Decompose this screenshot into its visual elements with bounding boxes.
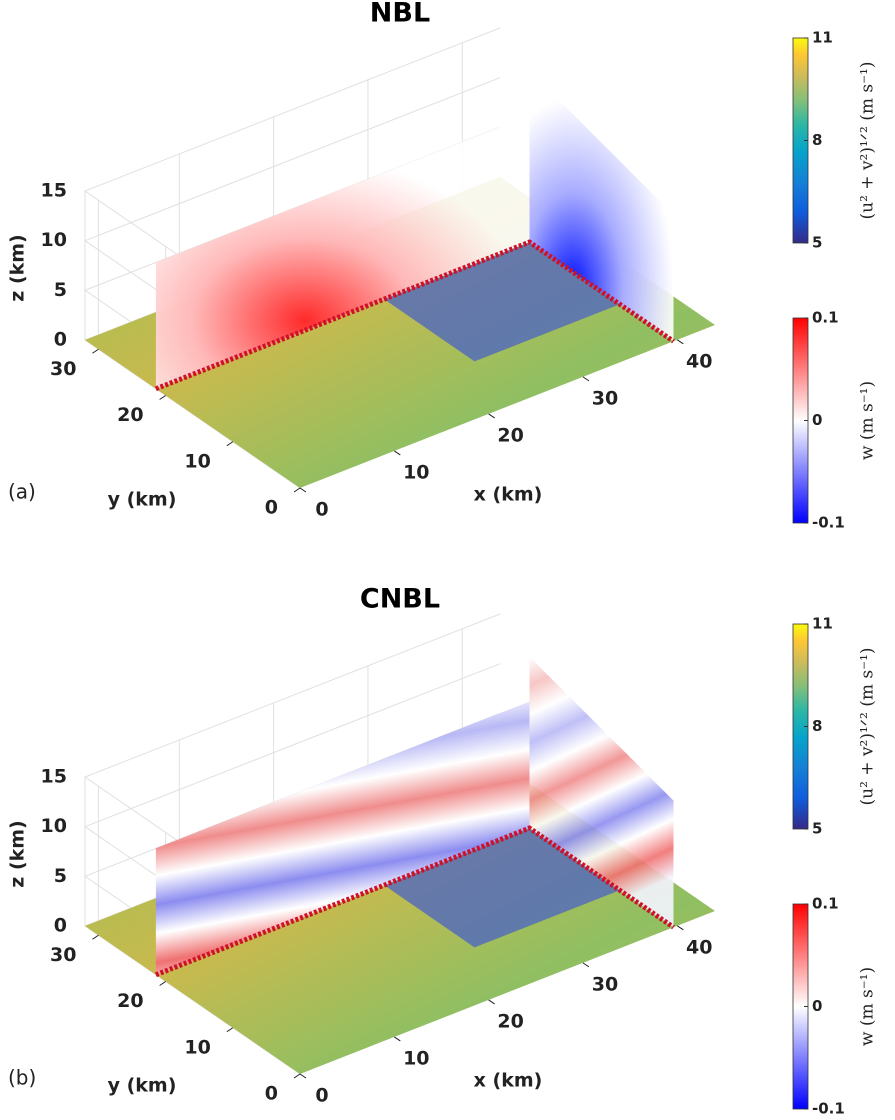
x-tick bbox=[582, 376, 590, 382]
x-tick bbox=[676, 925, 684, 931]
colorbar-tick-label: 0 bbox=[812, 411, 822, 429]
x-tick bbox=[676, 339, 684, 345]
y-tick-label: 30 bbox=[50, 358, 76, 380]
x-tick bbox=[394, 450, 401, 456]
x-tick-label: 30 bbox=[592, 973, 618, 995]
x-tick-label: 40 bbox=[686, 936, 712, 958]
colorbar-tick-label: 5 bbox=[812, 234, 822, 252]
x-tick-label: 0 bbox=[315, 1085, 328, 1107]
z-tick-label: 10 bbox=[41, 815, 67, 837]
colorbar-label: (u² + v²)¹ᐟ² (m s⁻¹) bbox=[858, 647, 878, 805]
x-tick bbox=[488, 999, 495, 1005]
y-tick-label: 10 bbox=[184, 1036, 210, 1058]
x-tick bbox=[299, 1073, 307, 1079]
colorbar-tick-label: -0.1 bbox=[812, 1100, 845, 1118]
y-tick-label: 0 bbox=[265, 497, 278, 519]
colorbar-label: w (m s⁻¹) bbox=[858, 381, 878, 460]
x-axis-label: x (km) bbox=[474, 484, 543, 506]
slice-base bbox=[154, 239, 675, 392]
colorbar-label: w (m s⁻¹) bbox=[858, 967, 878, 1046]
x-tick-label: 20 bbox=[497, 424, 523, 446]
z-tick-label: 15 bbox=[41, 766, 67, 788]
wake-region bbox=[384, 828, 620, 948]
wake-region bbox=[384, 242, 620, 362]
colorbar-tick-label: 0.1 bbox=[812, 309, 839, 327]
colorbar-label: (u² + v²)¹ᐟ² (m s⁻¹) bbox=[858, 61, 878, 219]
panel-label: (a) bbox=[8, 480, 36, 504]
z-tick-label: 15 bbox=[41, 180, 67, 202]
colorbar-tick-label: -0.1 bbox=[812, 514, 845, 532]
x-tick bbox=[488, 413, 495, 419]
colorbar-tick-label: 11 bbox=[812, 615, 833, 633]
w-slice bbox=[155, 701, 530, 975]
z-axis-label: z (km) bbox=[7, 234, 29, 301]
y-axis-label: y (km) bbox=[108, 489, 177, 511]
y-tick bbox=[159, 981, 166, 986]
x-tick-label: 40 bbox=[686, 350, 712, 372]
colorbar-tick-label: 8 bbox=[812, 717, 822, 735]
panel-label: (b) bbox=[8, 1066, 36, 1090]
colorbar-tick-label: 5 bbox=[812, 820, 822, 838]
colorbar-tick-label: 0 bbox=[812, 997, 822, 1015]
x-tick-label: 30 bbox=[592, 387, 618, 409]
x-tick bbox=[394, 1036, 401, 1042]
x-axis-label: x (km) bbox=[474, 1070, 543, 1092]
w-slice bbox=[155, 115, 530, 389]
slice-base bbox=[154, 825, 675, 978]
y-tick bbox=[92, 934, 99, 940]
y-tick-label: 20 bbox=[117, 404, 143, 426]
z-tick-label: 10 bbox=[41, 229, 67, 251]
title: NBL bbox=[370, 0, 430, 29]
y-tick bbox=[159, 395, 166, 400]
z-tick-label: 5 bbox=[54, 279, 67, 301]
w-slice bbox=[529, 70, 674, 342]
x-tick-label: 10 bbox=[403, 1047, 429, 1069]
y-tick bbox=[226, 1027, 234, 1033]
y-tick-label: 20 bbox=[117, 990, 143, 1012]
x-tick-label: 10 bbox=[403, 461, 429, 483]
y-tick bbox=[226, 441, 234, 447]
colorbar-tick-label: 0.1 bbox=[812, 895, 839, 913]
x-tick-label: 20 bbox=[497, 1010, 523, 1032]
title: CNBL bbox=[360, 584, 440, 615]
z-tick-label: 0 bbox=[54, 329, 67, 351]
z-tick-label: 0 bbox=[54, 915, 67, 937]
w-slice bbox=[529, 656, 674, 928]
x-tick-label: 0 bbox=[315, 499, 328, 521]
y-tick bbox=[293, 1073, 301, 1079]
colorbar-tick-label: 8 bbox=[812, 131, 822, 149]
x-tick bbox=[582, 962, 590, 968]
z-tick-label: 5 bbox=[54, 865, 67, 887]
x-tick bbox=[299, 487, 307, 493]
y-tick-label: 0 bbox=[265, 1083, 278, 1105]
y-tick bbox=[92, 348, 99, 354]
colorbar-tick-label: 11 bbox=[812, 29, 833, 47]
y-tick-label: 30 bbox=[50, 944, 76, 966]
y-axis-label: y (km) bbox=[108, 1075, 177, 1097]
z-axis-label: z (km) bbox=[7, 820, 29, 887]
y-tick bbox=[293, 487, 301, 493]
y-tick-label: 10 bbox=[184, 450, 210, 472]
